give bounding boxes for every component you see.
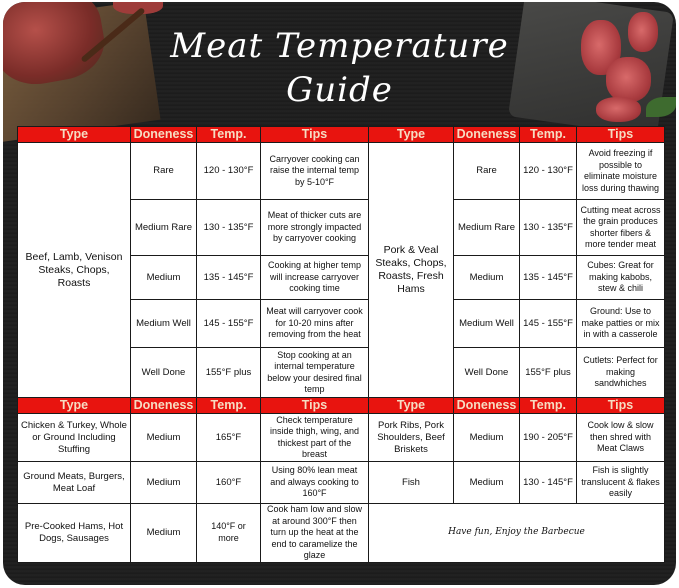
col-header-temp: Temp. xyxy=(196,397,261,414)
col-header-doneness: Doneness xyxy=(453,397,520,414)
tip-cell: Cook ham low and slow at around 300°F th… xyxy=(260,503,369,563)
col-header-tips: Tips xyxy=(260,126,369,143)
tip-cell: Cubes: Great for making kabobs, stew & c… xyxy=(576,255,665,300)
temp-cell: 145 - 155°F xyxy=(519,299,577,348)
doneness-cell: Medium xyxy=(130,413,197,462)
table-row: Beef, Lamb, Venison Steaks, Chops, Roast… xyxy=(17,142,665,398)
temp-cell: 140°F or more xyxy=(196,503,261,563)
col-header-type: Type xyxy=(368,397,454,414)
temp-cell: 190 - 205°F xyxy=(519,413,577,462)
temp-cell: 155°F plus xyxy=(519,347,577,398)
tip-cell: Cutting meat across the grain produces s… xyxy=(576,199,665,256)
tip-cell: Using 80% lean meat and always cooking t… xyxy=(260,461,369,504)
col-header-temp: Temp. xyxy=(519,126,577,143)
temp-cell: 165°F xyxy=(196,413,261,462)
col-header-doneness: Doneness xyxy=(130,397,197,414)
col-header-tips: Tips xyxy=(260,397,369,414)
page-title-line1: Meat Temperature xyxy=(170,26,509,66)
table-row: Ground Meats, Burgers, Meat Loaf Medium … xyxy=(17,461,665,504)
doneness-cell: Medium xyxy=(130,461,197,504)
table-row: Medium Well 145 - 155°F Meat will carryo… xyxy=(18,299,665,348)
doneness-cell: Medium xyxy=(130,503,197,563)
mouse-pad-board: Meat Temperature Guide Type Doneness Tem… xyxy=(3,2,676,585)
col-header-tips: Tips xyxy=(576,126,665,143)
tip-cell: Cooking at higher temp will increase car… xyxy=(260,255,369,300)
col-header-type: Type xyxy=(17,126,131,143)
doneness-cell: Medium xyxy=(453,413,520,462)
tip-cell: Ground: Use to make patties or mix in wi… xyxy=(576,299,665,348)
herb-leaf-decoration xyxy=(646,97,676,117)
tip-cell: Fish is slightly translucent & flakes ea… xyxy=(576,461,665,504)
temp-cell: 130 - 145°F xyxy=(519,461,577,504)
temp-cell: 155°F plus xyxy=(196,347,261,398)
doneness-cell: Rare xyxy=(130,142,197,200)
doneness-cell: Medium Rare xyxy=(453,199,520,256)
tip-cell: Carryover cooking can raise the internal… xyxy=(260,142,369,200)
table-row: Medium Rare 130 - 135°F Meat of thicker … xyxy=(18,199,665,256)
temp-cell: 120 - 130°F xyxy=(196,142,261,200)
tip-cell: Stop cooking at an internal temperature … xyxy=(260,347,369,398)
temp-cell: 130 - 135°F xyxy=(519,199,577,256)
doneness-cell: Rare xyxy=(453,142,520,200)
doneness-cell: Medium Well xyxy=(130,299,197,348)
temp-cell: 160°F xyxy=(196,461,261,504)
temp-cell: 130 - 135°F xyxy=(196,199,261,256)
footer-message: Have fun, Enjoy the Barbecue xyxy=(368,503,665,563)
doneness-cell: Medium Well xyxy=(453,299,520,348)
table-row: Medium 135 - 145°F Cooking at higher tem… xyxy=(18,255,665,300)
meat-type-cell: Ground Meats, Burgers, Meat Loaf xyxy=(17,461,131,504)
doneness-cell: Well Done xyxy=(453,347,520,398)
col-header-type: Type xyxy=(368,126,454,143)
doneness-cell: Medium xyxy=(453,255,520,300)
col-header-tips: Tips xyxy=(576,397,665,414)
meat-type-cell: Pre-Cooked Hams, Hot Dogs, Sausages xyxy=(17,503,131,563)
meat-type-beef: Beef, Lamb, Venison Steaks, Chops, Roast… xyxy=(17,142,131,398)
tip-cell: Meat will carryover cook for 10-20 mins … xyxy=(260,299,369,348)
doneness-cell: Medium xyxy=(130,255,197,300)
col-header-temp: Temp. xyxy=(519,397,577,414)
header-row-top: Type Doneness Temp. Tips Type Doneness T… xyxy=(17,126,665,143)
page-title-line2: Guide xyxy=(286,70,393,110)
steak-image-right-3 xyxy=(606,57,651,102)
tip-cell: Meat of thicker cuts are more strongly i… xyxy=(260,199,369,256)
steak-image-top-small xyxy=(113,2,163,14)
tip-cell: Avoid freezing if possible to eliminate … xyxy=(576,142,665,200)
tip-cell: Cutlets: Perfect for making sandwhiches xyxy=(576,347,665,398)
col-header-type: Type xyxy=(17,397,131,414)
temp-cell: 135 - 145°F xyxy=(196,255,261,300)
col-header-temp: Temp. xyxy=(196,126,261,143)
col-header-doneness: Doneness xyxy=(453,126,520,143)
doneness-cell: Well Done xyxy=(130,347,197,398)
table-row: Pre-Cooked Hams, Hot Dogs, Sausages Medi… xyxy=(17,503,665,563)
meat-type-cell: Pork Ribs, Pork Shoulders, Beef Briskets xyxy=(368,413,454,462)
temperature-table: Type Doneness Temp. Tips Type Doneness T… xyxy=(17,126,665,563)
table-row: Chicken & Turkey, Whole or Ground Includ… xyxy=(17,413,665,462)
tip-cell: Check temperature inside thigh, wing, an… xyxy=(260,413,369,462)
meat-type-pork: Pork & Veal Steaks, Chops, Roasts, Fresh… xyxy=(368,142,454,398)
doneness-cell: Medium xyxy=(453,461,520,504)
tip-cell: Cook low & slow then shred with Meat Cla… xyxy=(576,413,665,462)
steak-image-right-2 xyxy=(628,12,658,52)
meat-type-cell: Chicken & Turkey, Whole or Ground Includ… xyxy=(17,413,131,462)
temp-cell: 120 - 130°F xyxy=(519,142,577,200)
temp-cell: 145 - 155°F xyxy=(196,299,261,348)
temp-cell: 135 - 145°F xyxy=(519,255,577,300)
col-header-doneness: Doneness xyxy=(130,126,197,143)
doneness-cell: Medium Rare xyxy=(130,199,197,256)
meat-type-cell: Fish xyxy=(368,461,454,504)
steak-image-right-4 xyxy=(596,97,641,122)
header-row-bottom: Type Doneness Temp. Tips Type Doneness T… xyxy=(17,397,665,414)
